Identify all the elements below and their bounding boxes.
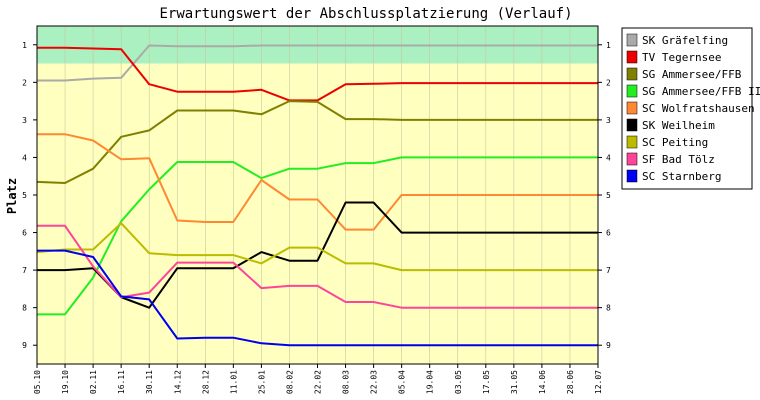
series-line-4 bbox=[37, 133, 598, 231]
y-tick-label-right: 1 bbox=[606, 41, 611, 50]
x-tick-label: 28.12 bbox=[201, 370, 210, 394]
x-tick-label: 28.06 bbox=[566, 370, 575, 394]
x-tick-label: 12.07 bbox=[594, 370, 603, 394]
x-tick-label: 03.05 bbox=[454, 370, 463, 394]
series-line-3 bbox=[37, 156, 598, 316]
x-tick-label: 08.02 bbox=[285, 370, 294, 394]
legend-swatch-8 bbox=[626, 169, 638, 183]
y-tick-label-right: 8 bbox=[606, 304, 611, 313]
legend: SK Gräfelfing TV Tegernsee SG Ammersee/FFB… bbox=[621, 27, 760, 190]
series-line-5 bbox=[37, 201, 598, 309]
x-tick-label: 19.04 bbox=[426, 370, 435, 394]
x-tick-label: 14.06 bbox=[538, 370, 547, 394]
y-tick-label-right: 9 bbox=[606, 341, 611, 350]
legend-label-8: SC Starnberg bbox=[642, 170, 721, 183]
series-line-6 bbox=[36, 222, 598, 272]
x-tick-label: 11.01 bbox=[229, 370, 238, 394]
x-tick-label: 05.10 bbox=[33, 370, 42, 394]
legend-swatch-4 bbox=[626, 101, 638, 115]
x-tick-label: 05.04 bbox=[398, 370, 407, 394]
legend-box bbox=[621, 27, 753, 190]
legend-swatch-2 bbox=[626, 67, 638, 81]
series-line-0 bbox=[37, 44, 598, 82]
legend-label-7: SF Bad Tölz bbox=[642, 153, 715, 166]
chart-title: Erwartungswert der Abschlussplatzierung … bbox=[159, 6, 572, 22]
y-tick-label-right: 5 bbox=[606, 191, 611, 200]
legend-swatch-1 bbox=[626, 50, 638, 64]
legend-swatch-6 bbox=[626, 135, 638, 149]
x-tick-label: 08.03 bbox=[342, 370, 351, 394]
y-axis-label: Platz bbox=[5, 178, 19, 214]
y-tick-label: 9 bbox=[22, 341, 27, 350]
y-tick-label: 1 bbox=[22, 41, 27, 50]
y-tick-label: 2 bbox=[22, 78, 27, 87]
legend-label-1: TV Tegernsee bbox=[642, 51, 721, 64]
y-tick-label: 6 bbox=[22, 229, 27, 238]
x-tick-label: 30.11 bbox=[145, 370, 154, 394]
series-line-8 bbox=[37, 249, 598, 347]
legend-swatch-7 bbox=[626, 152, 638, 166]
legend-label-6: SC Peiting bbox=[642, 136, 708, 149]
x-tick-label: 25.01 bbox=[257, 370, 266, 394]
y-tick-label: 4 bbox=[22, 153, 27, 162]
series-line-7 bbox=[37, 224, 598, 309]
y-tick-label-right: 6 bbox=[606, 229, 611, 238]
x-tick-label: 22.03 bbox=[370, 370, 379, 394]
legend-label-0: SK Gräfelfing bbox=[642, 34, 728, 47]
legend-label-5: SK Weilheim bbox=[642, 119, 715, 132]
x-tick-label: 14.12 bbox=[173, 370, 182, 394]
series-group bbox=[36, 44, 598, 347]
legend-swatch-5 bbox=[626, 118, 638, 132]
series-line-2 bbox=[36, 100, 598, 184]
y-tick-label-right: 7 bbox=[606, 266, 611, 275]
x-tick-label: 16.11 bbox=[117, 370, 126, 394]
legend-label-3: SG Ammersee/FFB II bbox=[642, 85, 760, 98]
x-tick-label: 31.05 bbox=[510, 370, 519, 394]
y-tick-label-right: 3 bbox=[606, 116, 611, 125]
y-tick-label: 3 bbox=[22, 116, 27, 125]
y-axis-right: 1 2 3 4 5 6 7 8 9 bbox=[598, 41, 611, 350]
y-tick-label: 5 bbox=[22, 191, 27, 200]
legend-swatch-0 bbox=[626, 33, 638, 47]
legend-label-2: SG Ammersee/FFB bbox=[642, 68, 742, 81]
series-line-1 bbox=[37, 46, 598, 102]
y-tick-label: 8 bbox=[22, 304, 27, 313]
x-tick-label: 02.11 bbox=[89, 370, 98, 394]
x-tick-label: 22.02 bbox=[314, 370, 323, 394]
y-axis-left: 1 2 3 4 5 6 7 8 9 bbox=[22, 41, 37, 350]
y-tick-label-right: 4 bbox=[606, 153, 611, 162]
y-tick-label: 7 bbox=[22, 266, 27, 275]
legend-label-4: SC Wolfratshausen bbox=[642, 102, 755, 115]
x-axis: 05.10 19.10 02.11 16.11 30.11 14.12 28.12 11.01… bbox=[33, 364, 603, 394]
legend-swatch-3 bbox=[626, 84, 638, 98]
y-tick-label-right: 2 bbox=[606, 78, 611, 87]
x-tick-label: 19.10 bbox=[61, 370, 70, 394]
x-tick-label: 17.05 bbox=[482, 370, 491, 394]
